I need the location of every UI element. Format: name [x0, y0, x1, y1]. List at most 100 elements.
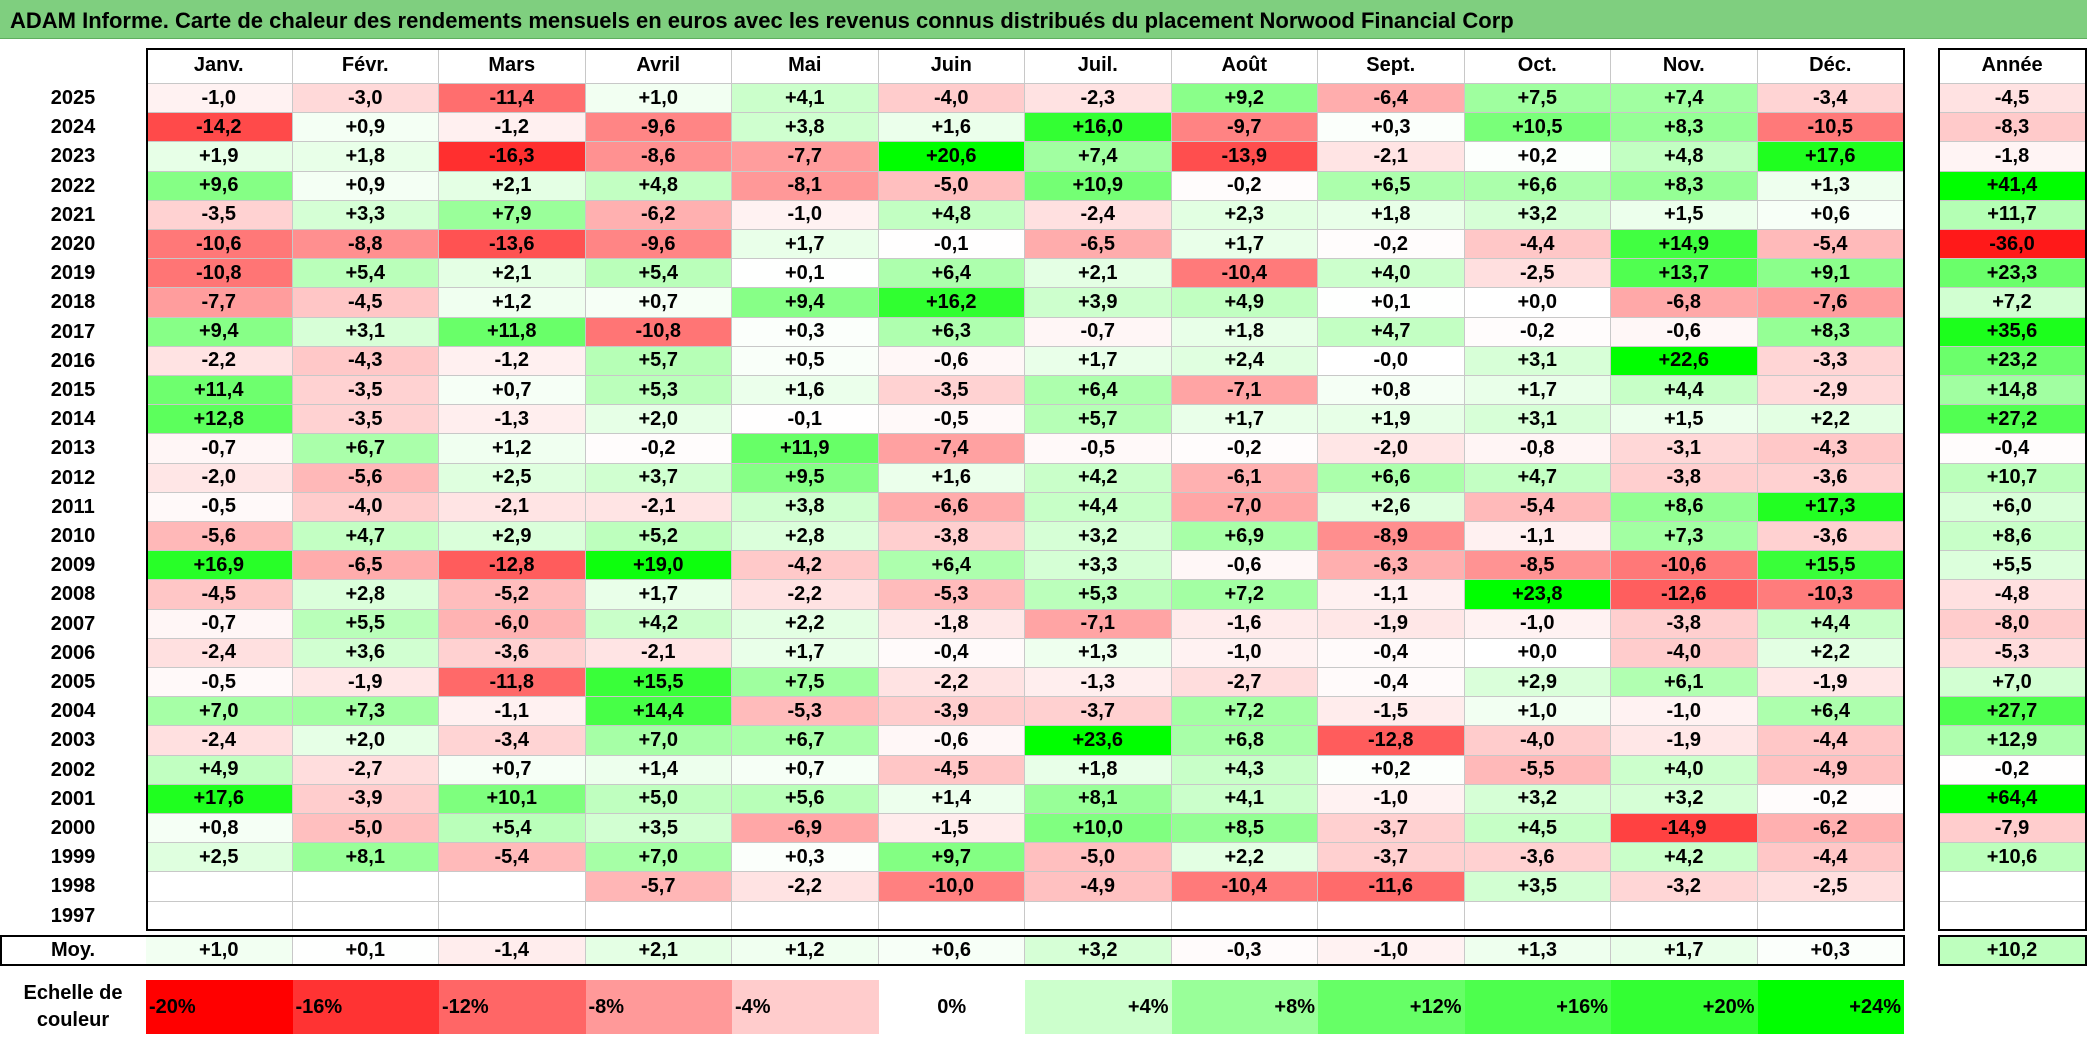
annual-cell: -7,9 — [1938, 814, 2087, 844]
heatmap-cell: -6,2 — [1757, 814, 1904, 844]
heatmap-cell: -1,9 — [1611, 726, 1758, 756]
heatmap-cell: +2,2 — [1757, 405, 1904, 435]
average-cell: +1,0 — [146, 935, 293, 966]
heatmap-cell: +5,5 — [292, 609, 439, 639]
heatmap-cell: +14,4 — [585, 697, 732, 727]
heatmap-cell: -1,6 — [1171, 609, 1318, 639]
heatmap-cell: +1,8 — [1025, 755, 1172, 785]
year-label: 2013 — [0, 434, 146, 464]
month-header: Juil. — [1025, 48, 1172, 84]
heatmap-cell: -1,1 — [1464, 522, 1611, 552]
heatmap-cell: -10,0 — [878, 872, 1025, 902]
heatmap-cell: -3,2 — [1611, 872, 1758, 902]
heatmap-cell: +8,3 — [1611, 113, 1758, 143]
heatmap-cell: -3,5 — [146, 200, 293, 230]
annual-cell: -0,2 — [1938, 755, 2087, 785]
heatmap-cell: +9,1 — [1757, 259, 1904, 289]
heatmap-cell: +17,6 — [146, 784, 293, 814]
heatmap-cell: -10,3 — [1757, 580, 1904, 610]
annual-cell — [1938, 872, 2087, 902]
annual-cell: +6,0 — [1938, 492, 2087, 522]
annual-cell: +10,6 — [1938, 843, 2087, 873]
heatmap-cell: -3,9 — [292, 784, 439, 814]
heatmap-cell: +4,2 — [585, 609, 732, 639]
annual-cell: -0,4 — [1938, 434, 2087, 464]
average-label: Moy. — [0, 935, 146, 966]
heatmap-cell: -10,8 — [146, 259, 293, 289]
heatmap-cell: -2,0 — [1318, 434, 1465, 464]
annual-cell: +27,7 — [1938, 697, 2087, 727]
heatmap-cell: +1,7 — [1171, 405, 1318, 435]
heatmap-cell: -2,7 — [292, 755, 439, 785]
heatmap-cell — [732, 901, 879, 931]
heatmap-cell: -1,8 — [878, 609, 1025, 639]
heatmap-cell: +7,2 — [1171, 697, 1318, 727]
heatmap-cell: -7,7 — [146, 288, 293, 318]
heatmap-cell: -2,9 — [1757, 376, 1904, 406]
average-cell: +0,6 — [878, 935, 1025, 966]
heatmap-cell: +1,0 — [1464, 697, 1611, 727]
heatmap-cell: +1,4 — [585, 755, 732, 785]
heatmap-cell: +8,5 — [1171, 814, 1318, 844]
heatmap-cell: -11,6 — [1318, 872, 1465, 902]
annual-cell: +5,5 — [1938, 551, 2087, 581]
annual-cell: -4,8 — [1938, 580, 2087, 610]
heatmap-cell: -0,5 — [146, 492, 293, 522]
heatmap-cell: +9,5 — [732, 463, 879, 493]
heatmap-cell: +6,4 — [1025, 376, 1172, 406]
heatmap-cell: -2,1 — [585, 638, 732, 668]
heatmap-cell — [292, 872, 439, 902]
heatmap-cell: -0,2 — [1757, 784, 1904, 814]
average-cell: +2,1 — [585, 935, 732, 966]
heatmap-cell: +9,4 — [732, 288, 879, 318]
heatmap-cell: -2,1 — [1318, 142, 1465, 172]
heatmap-cell — [1757, 901, 1904, 931]
heatmap-cell: -2,0 — [146, 463, 293, 493]
heatmap-cell: -1,9 — [1318, 609, 1465, 639]
average-cell: -0,3 — [1171, 935, 1318, 966]
heatmap-cell: +0,1 — [732, 259, 879, 289]
heatmap-cell: -4,0 — [878, 84, 1025, 114]
heatmap-cell: -1,2 — [439, 113, 586, 143]
heatmap-cell: -4,4 — [1757, 843, 1904, 873]
annual-cell: -8,3 — [1938, 113, 2087, 143]
month-header: Mai — [732, 48, 879, 84]
month-header: Déc. — [1757, 48, 1904, 84]
heatmap-cell: +2,1 — [439, 259, 586, 289]
heatmap-cell: -2,5 — [1757, 872, 1904, 902]
heatmap-cell: +15,5 — [1757, 551, 1904, 581]
heatmap-cell: -5,3 — [878, 580, 1025, 610]
year-label: 2011 — [0, 492, 146, 522]
heatmap-cell: +2,8 — [292, 580, 439, 610]
heatmap-cell: -12,8 — [1318, 726, 1465, 756]
heatmap-cell: +5,7 — [1025, 405, 1172, 435]
chart-title-bar: ADAM Informe. Carte de chaleur des rende… — [0, 0, 2087, 39]
heatmap-cell: +2,3 — [1171, 200, 1318, 230]
heatmap-cell: +1,7 — [1464, 376, 1611, 406]
heatmap-cell: -7,1 — [1171, 376, 1318, 406]
heatmap-cell: -0,6 — [1171, 551, 1318, 581]
heatmap-cell: +8,3 — [1611, 171, 1758, 201]
heatmap-cell: -10,4 — [1171, 872, 1318, 902]
average-cell: +1,7 — [1611, 935, 1758, 966]
heatmap-cell: -2,2 — [878, 668, 1025, 698]
heatmap-cell: -1,9 — [1757, 668, 1904, 698]
heatmap-cell: +3,2 — [1611, 784, 1758, 814]
heatmap-cell: -4,9 — [1025, 872, 1172, 902]
heatmap-cell: +4,8 — [878, 200, 1025, 230]
heatmap-cell: -0,4 — [878, 638, 1025, 668]
heatmap-cell: +1,9 — [146, 142, 293, 172]
heatmap-cell: +9,6 — [146, 171, 293, 201]
heatmap-cell — [1318, 901, 1465, 931]
color-scale-step: +24% — [1757, 980, 1904, 1034]
heatmap-cell: +1,8 — [1171, 317, 1318, 347]
heatmap-cell: +8,1 — [292, 843, 439, 873]
annual-cell: +41,4 — [1938, 171, 2087, 201]
heatmap-cell: +6,4 — [878, 259, 1025, 289]
heatmap-cell: +10,9 — [1025, 171, 1172, 201]
heatmap-cell: -7,6 — [1757, 288, 1904, 318]
heatmap-cell: +6,5 — [1318, 171, 1465, 201]
heatmap-cell: -5,6 — [292, 463, 439, 493]
month-header: Août — [1171, 48, 1318, 84]
heatmap-cell: -2,7 — [1171, 668, 1318, 698]
